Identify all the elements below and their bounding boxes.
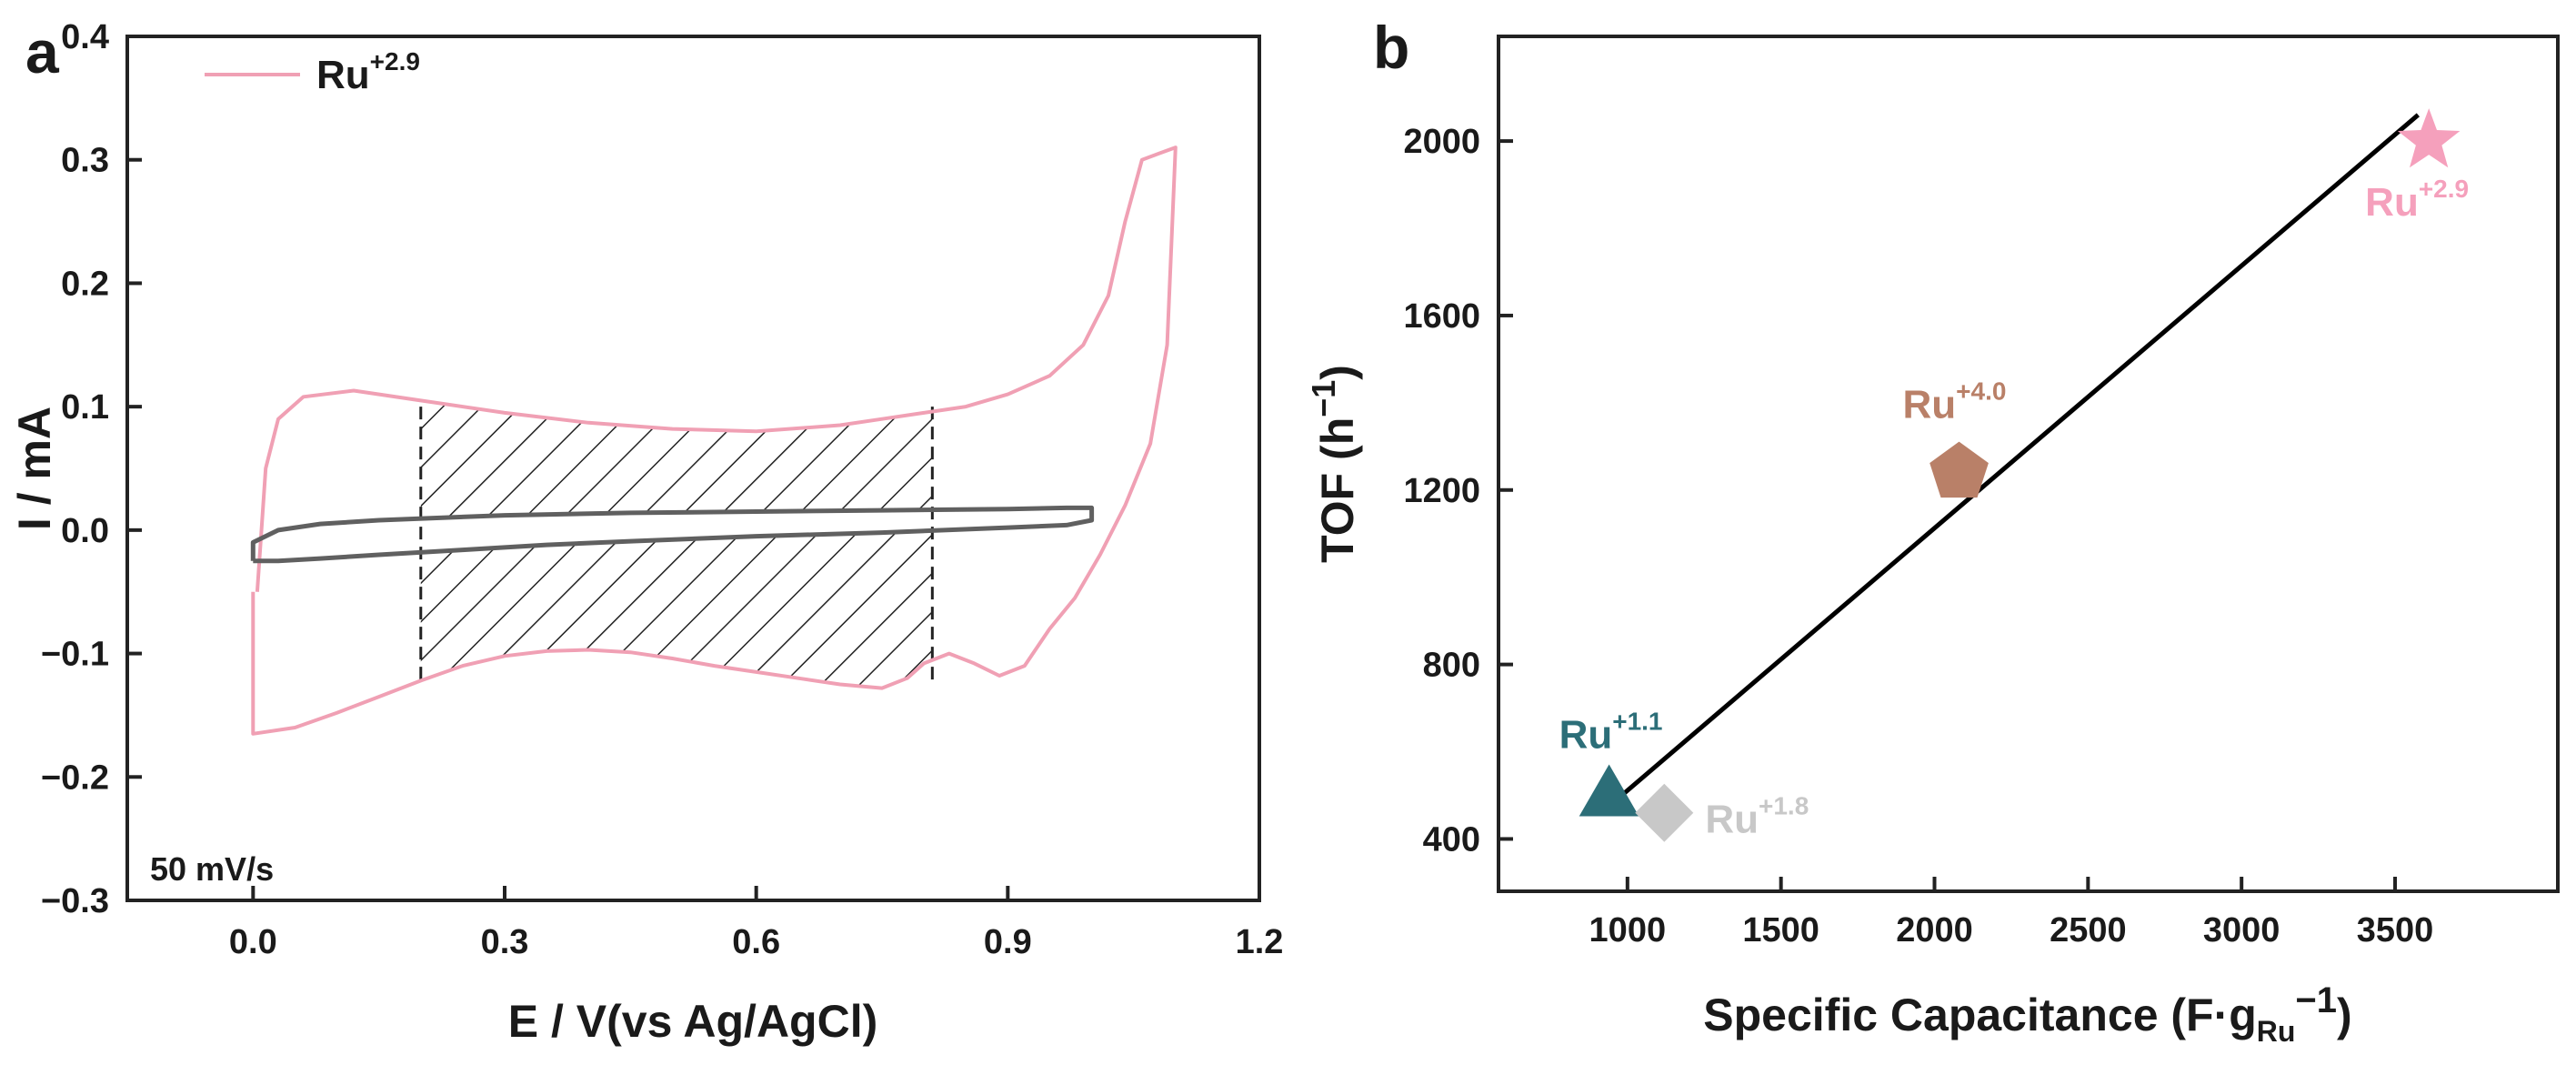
point-label: Ru+2.9 xyxy=(2365,175,2469,225)
y-tick-label: 0.2 xyxy=(61,265,109,303)
x-axis-ticks: 1000 1500 2000 2500 3000 3500 xyxy=(1589,877,2434,949)
y-tick-label: 1600 xyxy=(1403,297,1480,336)
y-tick-label: −0.3 xyxy=(41,882,109,920)
y-axis-label: I / mA xyxy=(9,407,60,530)
x-tick-label: 3000 xyxy=(2203,911,2280,949)
panel-b-frame xyxy=(1497,35,2560,893)
y-tick-label: 400 xyxy=(1423,820,1480,859)
triangle-marker xyxy=(1579,764,1639,817)
y-axis-ticks: 400 800 1200 1600 2000 xyxy=(1403,123,1513,859)
hatched-area xyxy=(420,400,933,688)
x-tick-label: 0.9 xyxy=(984,923,1032,961)
pentagon-marker xyxy=(1929,441,1989,498)
panel-a-label: a xyxy=(25,18,60,85)
x-tick-label: 2500 xyxy=(2050,911,2127,949)
panel-b-label: b xyxy=(1373,14,1409,81)
y-axis-label: TOF (h−1) xyxy=(1305,365,1363,563)
x-axis-label: Specific Capacitance (F·gRu−1) xyxy=(1703,980,2351,1048)
y-tick-label: 0.4 xyxy=(61,18,109,56)
y-axis-ticks: −0.3 −0.2 −0.1 0.0 0.1 0.2 0.3 0.4 xyxy=(41,18,142,920)
x-axis-label: E / V(vs Ag/AgCl) xyxy=(508,996,878,1047)
series-Ru+2.9 xyxy=(251,146,1178,736)
series-inner xyxy=(250,505,1095,564)
x-axis-ticks: 0.0 0.3 0.6 0.9 1.2 xyxy=(229,886,1283,961)
point-label: Ru+4.0 xyxy=(1903,377,2007,427)
y-tick-label: 0.3 xyxy=(61,142,109,180)
legend-label: Ru+2.9 xyxy=(316,47,420,97)
x-tick-label: 1500 xyxy=(1742,911,1819,949)
x-tick-label: 2000 xyxy=(1896,911,1973,949)
diamond-marker xyxy=(1635,783,1694,842)
data-points: Ru+1.1 Ru+1.8 Ru+4.0 Ru+2.9 xyxy=(1559,108,2469,842)
star-marker xyxy=(2397,108,2461,168)
y-tick-label: 800 xyxy=(1423,647,1480,685)
panel-a-frame xyxy=(125,35,1261,902)
point-label: Ru+1.8 xyxy=(1705,792,1809,842)
y-tick-label: 2000 xyxy=(1403,123,1480,161)
scan-rate-annotation: 50 mV/s xyxy=(150,850,274,888)
fit-line xyxy=(1607,113,2420,809)
y-tick-label: 0.1 xyxy=(61,388,109,427)
y-tick-label: 0.0 xyxy=(61,512,109,550)
y-tick-label: −0.1 xyxy=(41,636,109,674)
y-tick-label: 1200 xyxy=(1403,472,1480,510)
x-tick-label: 0.6 xyxy=(732,923,780,961)
x-tick-label: 1000 xyxy=(1589,911,1667,949)
cv-curves xyxy=(250,146,1178,736)
x-tick-label: 1.2 xyxy=(1236,923,1284,961)
x-tick-label: 0.0 xyxy=(229,923,277,961)
x-tick-label: 3500 xyxy=(2357,911,2434,949)
y-tick-label: −0.2 xyxy=(41,759,109,797)
point-label: Ru+1.1 xyxy=(1559,707,1663,757)
x-tick-label: 0.3 xyxy=(481,923,529,961)
shaded-region xyxy=(419,400,934,688)
